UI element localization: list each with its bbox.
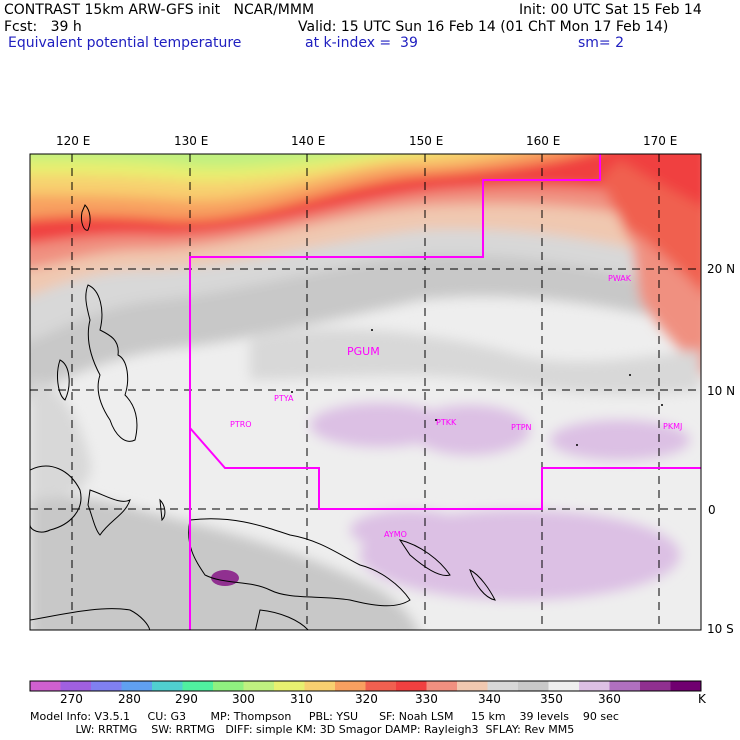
colorbar-swatch	[548, 681, 580, 691]
model-info-line-1: Model Info: V3.5.1 CU: G3 MP: Thompson P…	[30, 710, 619, 723]
colorbar-swatch	[304, 681, 336, 691]
station-pwak: PWAK	[608, 274, 632, 283]
colorbar-swatch	[487, 681, 519, 691]
level-label: at k-index = 39	[305, 35, 418, 51]
station-ptya: PTYA	[274, 394, 294, 403]
colorbar-swatch	[396, 681, 427, 691]
colorbar-swatch	[121, 681, 153, 691]
colorbar-frame	[29, 680, 702, 692]
lon-label-130e: 130 E	[174, 134, 209, 148]
lon-label-160e: 160 E	[526, 134, 561, 148]
lon-label-140e: 140 E	[291, 134, 326, 148]
lat-label-equator: 0	[708, 503, 716, 517]
colorbar-swatch	[426, 681, 458, 691]
lon-label-120e: 120 E	[56, 134, 91, 148]
colorbar-label-330: 330	[415, 692, 438, 706]
colorbar-swatch	[365, 681, 397, 691]
colorbar-swatch	[243, 681, 275, 691]
station-ptro: PTRO	[230, 420, 252, 429]
lon-label-170e: 170 E	[643, 134, 678, 148]
station-pkmj: PKMJ	[663, 422, 682, 431]
colorbar-unit: K	[698, 692, 706, 706]
field-name: Equivalent potential temperature	[8, 35, 242, 51]
colorbar-swatch	[152, 681, 183, 691]
station-labels: PGUM PTYA PTRO PTKK PTPN PKMJ PWAK AYMO	[230, 274, 682, 539]
station-dots	[291, 329, 663, 446]
init-time: Init: 00 UTC Sat 15 Feb 14	[519, 2, 702, 18]
theta-e-maximum-blob	[211, 570, 239, 586]
lat-label-20n: 20 N	[707, 262, 736, 276]
lat-label-10n: 10 N	[707, 384, 736, 398]
smoothing-label: sm= 2	[578, 35, 625, 51]
colorbar-swatch	[518, 681, 549, 691]
colorbar-swatch	[640, 681, 671, 691]
station-pgum: PGUM	[347, 345, 380, 358]
colorbar-swatch	[579, 681, 610, 691]
station-ptkk: PTKK	[436, 418, 457, 427]
region-boundary	[189, 154, 701, 630]
station-ptpn: PTPN	[511, 423, 532, 432]
colorbar-swatch	[213, 681, 244, 691]
colorbar-label-350: 350	[540, 692, 563, 706]
model-info-line-2: LW: RRTMG SW: RRTMG DIFF: simple KM: 3D …	[30, 723, 575, 736]
colorbar-label-280: 280	[118, 692, 141, 706]
colorbar-swatch	[91, 681, 122, 691]
model-title: CONTRAST 15km ARW-GFS init NCAR/MMM	[4, 2, 315, 18]
lon-label-150e: 150 E	[409, 134, 444, 148]
colorbar-label-300: 300	[232, 692, 255, 706]
coastlines	[30, 204, 496, 630]
valid-time: Valid: 15 UTC Sun 16 Feb 14 (01 ChT Mon …	[298, 19, 669, 35]
colorbar-swatch	[182, 681, 214, 691]
colorbar-swatch	[30, 681, 61, 691]
colorbar-label-270: 270	[60, 692, 83, 706]
colorbar-label-320: 320	[355, 692, 378, 706]
lat-label-10s: 10 S	[707, 622, 734, 636]
station-aymo: AYMO	[384, 530, 407, 539]
colorbar	[29, 680, 702, 692]
colorbar-swatch	[335, 681, 366, 691]
colorbar-swatch	[609, 681, 641, 691]
colorbar-swatch	[60, 681, 92, 691]
colorbar-label-290: 290	[175, 692, 198, 706]
forecast-hour: Fcst: 39 h	[4, 19, 82, 35]
colorbar-swatch	[670, 681, 702, 691]
map-frame	[29, 153, 702, 631]
colorbar-swatch	[274, 681, 305, 691]
colorbar-swatch	[457, 681, 488, 691]
colorbar-label-360: 360	[598, 692, 621, 706]
colorbar-label-340: 340	[478, 692, 501, 706]
colorbar-label-310: 310	[290, 692, 313, 706]
